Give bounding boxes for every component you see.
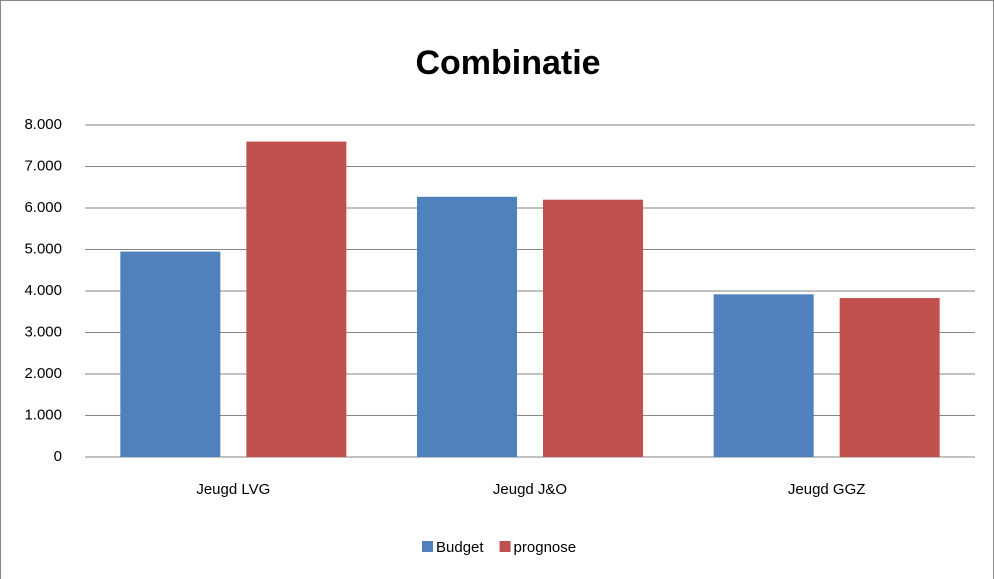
y-tick-label: 3.000 [24,323,62,340]
x-tick-label: Jeugd J&O [493,481,567,498]
y-tick-label: 6.000 [24,199,62,216]
y-tick-label: 0 [54,448,62,465]
y-tick-label: 5.000 [24,240,62,257]
legend-swatch [422,541,433,552]
bar [713,294,814,457]
y-tick-label: 4.000 [24,282,62,299]
y-tick-label: 7.000 [24,157,62,174]
x-tick-label: Jeugd LVG [196,481,270,498]
bar [120,251,221,457]
bar [246,141,347,457]
legend-label: Budget [436,539,484,556]
y-tick-label: 2.000 [24,365,62,382]
bar [417,196,517,458]
x-tick-label: Jeugd GGZ [788,481,866,498]
legend-label: prognose [514,539,577,556]
bar [839,298,940,457]
bar [543,199,643,457]
legend-swatch [499,541,511,552]
y-tick-label: 1.000 [24,406,62,423]
y-tick-label: 8.000 [24,116,62,133]
chart-title: Combinatie [415,44,600,82]
